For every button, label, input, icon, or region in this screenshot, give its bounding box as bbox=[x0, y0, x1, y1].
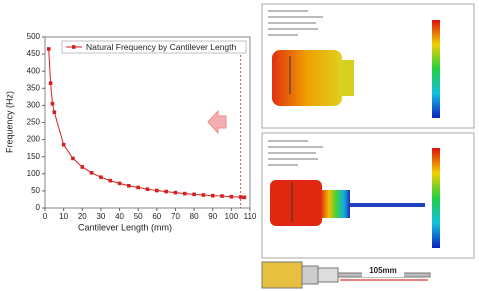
part-drawing: 105mm bbox=[261, 261, 431, 289]
x-tick-label: 80 bbox=[190, 212, 199, 221]
data-point bbox=[71, 156, 75, 161]
data-point bbox=[52, 110, 57, 115]
data-point bbox=[127, 183, 131, 188]
y-tick-label: 250 bbox=[27, 118, 41, 127]
data-point bbox=[108, 178, 113, 183]
x-tick-label: 70 bbox=[171, 212, 180, 221]
legend-label: Natural Frequency by Cantilever Length bbox=[86, 42, 237, 52]
x-tick-label: 40 bbox=[115, 212, 124, 221]
data-point bbox=[173, 190, 178, 195]
y-tick-label: 450 bbox=[27, 49, 41, 58]
data-point bbox=[164, 189, 168, 194]
y-tick-label: 500 bbox=[27, 32, 41, 41]
data-point bbox=[136, 185, 140, 190]
data-point bbox=[46, 47, 51, 51]
data-point bbox=[182, 191, 187, 196]
x-tick-label: 20 bbox=[78, 212, 87, 221]
data-point bbox=[145, 187, 150, 191]
x-tick-label: 10 bbox=[59, 212, 68, 221]
fea-bottom bbox=[261, 132, 475, 259]
legend-box bbox=[61, 40, 247, 54]
y-tick-label: 300 bbox=[27, 101, 41, 110]
x-tick-label: 30 bbox=[96, 212, 105, 221]
arrow bbox=[207, 109, 227, 135]
data-point bbox=[89, 170, 94, 175]
data-point bbox=[117, 181, 122, 186]
y-tick-label: 100 bbox=[27, 169, 41, 178]
y-tick-label: 150 bbox=[27, 152, 41, 161]
data-point bbox=[229, 194, 234, 199]
data-point bbox=[80, 165, 85, 169]
x-tick-label: 50 bbox=[134, 212, 143, 221]
data-point bbox=[220, 194, 224, 198]
data-point bbox=[238, 195, 243, 199]
x-tick-label: 60 bbox=[152, 212, 161, 221]
x-axis-label: Cantilever Length (mm) bbox=[78, 222, 172, 232]
data-point bbox=[242, 195, 247, 200]
x-tick-label: 0 bbox=[43, 212, 48, 221]
y-tick-label: 200 bbox=[27, 135, 41, 144]
y-axis-label: Frequency (Hz) bbox=[4, 91, 14, 153]
data-point bbox=[48, 81, 53, 85]
dimension-label: 105mm bbox=[369, 266, 397, 275]
x-tick-label: 90 bbox=[208, 212, 217, 221]
data-point bbox=[210, 193, 215, 198]
y-tick-label: 50 bbox=[31, 186, 40, 195]
data-point bbox=[99, 175, 103, 180]
y-tick-label: 350 bbox=[27, 83, 41, 92]
fea-top bbox=[261, 3, 475, 129]
data-point bbox=[192, 192, 196, 197]
data-point bbox=[201, 193, 206, 197]
y-tick-label: 0 bbox=[36, 203, 41, 212]
data-point bbox=[50, 101, 55, 106]
chart-area: 0 50 100 150 200 250 300 350 400 450 500 0 10 20 30 40 5… bbox=[27, 32, 257, 221]
y-tick-label: 400 bbox=[27, 66, 41, 75]
legend-marker bbox=[72, 45, 76, 49]
x-tick-label: 110 bbox=[244, 212, 257, 221]
x-tick-label: 100 bbox=[225, 212, 239, 221]
data-point bbox=[61, 142, 66, 147]
data-point bbox=[155, 188, 159, 193]
